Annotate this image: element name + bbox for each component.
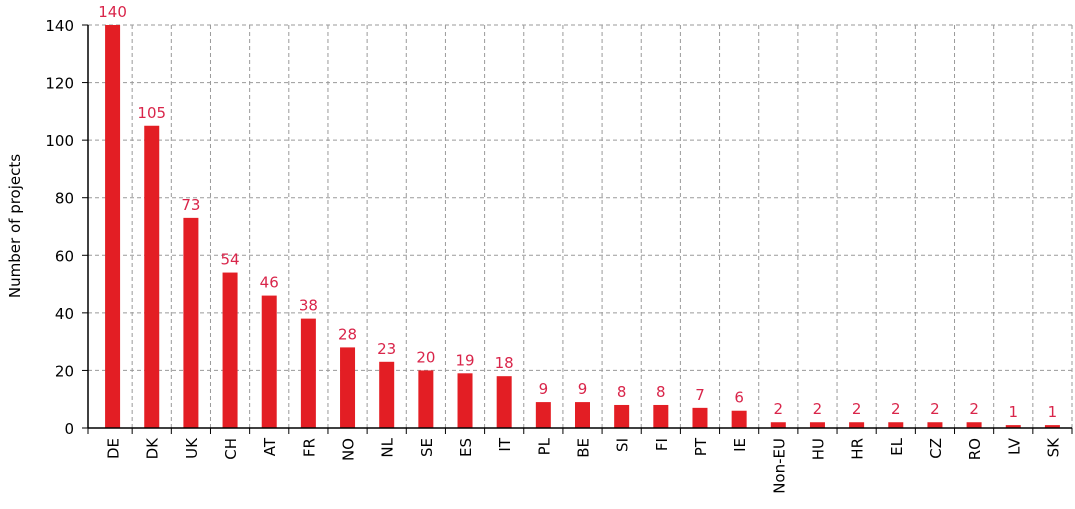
data-label: 18: [495, 354, 514, 372]
data-label: 54: [221, 251, 240, 269]
bar: [927, 422, 943, 428]
bar: [535, 402, 551, 428]
bar: [849, 422, 865, 428]
data-label: 2: [891, 400, 901, 418]
bar: [496, 376, 512, 428]
data-label: 6: [734, 389, 744, 407]
y-tick-label: 0: [64, 420, 74, 438]
bar: [105, 25, 121, 428]
data-label: 9: [539, 380, 549, 398]
x-tick-label: IT: [496, 437, 514, 451]
y-tick-label: 140: [45, 17, 74, 35]
y-tick-label: 60: [55, 247, 74, 265]
x-tick-label: IE: [731, 438, 749, 452]
data-label: 2: [774, 400, 784, 418]
x-tick-label: PL: [535, 437, 553, 455]
data-label: 105: [137, 104, 166, 122]
x-tick-label: BE: [575, 438, 593, 458]
data-label: 38: [299, 297, 318, 315]
y-tick-label: 80: [55, 190, 74, 208]
bar: [222, 272, 238, 428]
x-tick-label: AT: [261, 437, 279, 456]
bar: [575, 402, 590, 428]
x-tick-label: UK: [183, 437, 201, 459]
x-tick-label: ES: [457, 438, 475, 457]
bar: [1005, 425, 1021, 428]
data-label: 8: [617, 383, 627, 401]
bar: [653, 404, 669, 428]
data-label: 1: [1048, 403, 1058, 421]
bar: [731, 410, 747, 428]
bar: [183, 217, 199, 428]
bar: [144, 125, 160, 428]
x-tick-label: DE: [105, 438, 123, 459]
data-label: 20: [416, 348, 435, 366]
data-label: 8: [656, 383, 666, 401]
bar: [418, 370, 434, 428]
x-tick-label: FI: [653, 438, 671, 451]
bar: [340, 347, 356, 428]
bar: [614, 404, 630, 428]
x-tick-label: PT: [692, 437, 710, 456]
x-tick-label: CH: [222, 438, 240, 460]
x-tick-label: NO: [340, 438, 358, 461]
bar: [888, 422, 904, 428]
bar: [457, 373, 473, 428]
y-tick-label: 100: [45, 132, 74, 150]
y-tick-label: 40: [55, 305, 74, 323]
data-label: 23: [377, 340, 396, 358]
x-tick-label: DK: [144, 437, 162, 460]
bar: [379, 361, 395, 428]
x-tick-label: FR: [300, 438, 318, 457]
data-label: 46: [260, 274, 279, 292]
bar: [966, 422, 982, 428]
data-label: 2: [930, 400, 940, 418]
x-tick-label: HU: [809, 438, 827, 460]
bar: [770, 422, 786, 428]
data-label: 19: [455, 351, 474, 369]
x-tick-label: NL: [379, 437, 397, 457]
x-tick-label: SE: [418, 438, 436, 457]
data-label: 2: [813, 400, 823, 418]
data-label: 2: [969, 400, 979, 418]
data-label: 9: [578, 380, 588, 398]
bar: [1044, 425, 1060, 428]
x-tick-label: CZ: [927, 438, 945, 459]
bar: [300, 318, 316, 428]
x-tick-label: SI: [614, 438, 632, 452]
data-label: 2: [852, 400, 862, 418]
bar: [261, 295, 277, 428]
bar: [809, 422, 825, 428]
y-tick-label: 120: [45, 75, 74, 93]
data-label: 140: [98, 3, 127, 21]
y-axis-title: Number of projects: [6, 154, 24, 298]
y-tick-label: 20: [55, 362, 74, 380]
data-label: 73: [181, 196, 200, 214]
data-label: 7: [695, 386, 705, 404]
data-label: 28: [338, 325, 357, 343]
x-tick-label: SK: [1044, 437, 1062, 458]
x-tick-label: HR: [849, 438, 867, 460]
bar: [692, 407, 708, 428]
data-label: 1: [1008, 403, 1018, 421]
x-tick-label: Non-EU: [770, 438, 788, 494]
x-tick-label: LV: [1005, 437, 1023, 455]
x-tick-label: EL: [888, 437, 906, 455]
x-tick-label: RO: [966, 438, 984, 460]
